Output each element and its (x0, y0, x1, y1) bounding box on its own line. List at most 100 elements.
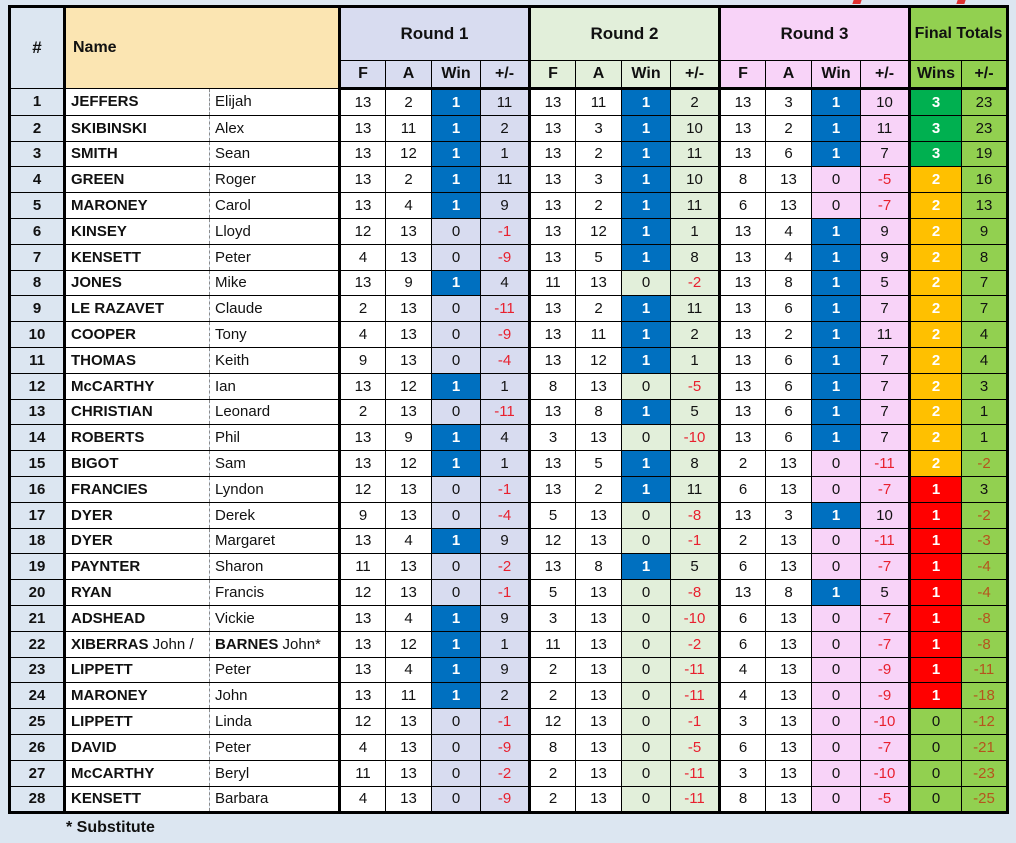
round1-win-cell[interactable]: 1 (431, 682, 481, 710)
round3-plusminus-cell[interactable]: 5 (860, 579, 910, 606)
round3-against-cell[interactable]: 3 (765, 88, 812, 116)
rank-cell[interactable]: 13 (9, 398, 65, 426)
round2-plusminus-cell[interactable]: 5 (670, 553, 720, 581)
final-plusminus-cell[interactable]: -23 (961, 759, 1008, 787)
round1-against-cell[interactable]: 13 (385, 243, 432, 271)
surname-cell[interactable]: SKIBINSKI (63, 114, 210, 142)
round1-plusminus-cell[interactable]: -1 (480, 708, 530, 735)
round1-win-cell[interactable]: 0 (431, 217, 481, 245)
firstname-cell[interactable]: Peter (209, 243, 340, 271)
round1-against-cell[interactable]: 11 (385, 114, 432, 142)
firstname-cell[interactable]: John (209, 682, 340, 710)
surname-cell[interactable]: COOPER (63, 321, 210, 348)
round2-for-cell[interactable]: 8 (528, 372, 576, 400)
round1-plusminus-cell[interactable]: 2 (480, 114, 530, 142)
round2-plusminus-cell[interactable]: -11 (670, 785, 720, 814)
final-wins-cell[interactable]: 3 (908, 140, 962, 168)
round3-for-cell[interactable]: 3 (718, 759, 766, 787)
rank-cell[interactable]: 9 (9, 295, 65, 323)
surname-cell[interactable]: RYAN (63, 579, 210, 606)
rank-cell[interactable]: 27 (9, 759, 65, 787)
final-wins-cell[interactable]: 2 (908, 424, 962, 452)
round1-for-cell[interactable]: 12 (338, 579, 386, 606)
rank-cell[interactable]: 8 (9, 269, 65, 297)
round2-for-cell[interactable]: 2 (528, 759, 576, 787)
rank-cell[interactable]: 23 (9, 656, 65, 684)
final-wins-cell[interactable]: 2 (908, 295, 962, 323)
round2-for-cell[interactable]: 13 (528, 243, 576, 271)
round3-against-cell[interactable]: 6 (765, 295, 812, 323)
round3-against-cell[interactable]: 3 (765, 501, 812, 529)
final-wins-cell[interactable]: 3 (908, 114, 962, 142)
header-round-1[interactable]: Round 1 (338, 6, 530, 61)
round1-for-cell[interactable]: 13 (338, 527, 386, 555)
round3-against-cell[interactable]: 6 (765, 372, 812, 400)
firstname-cell[interactable]: Derek (209, 501, 340, 529)
firstname-cell[interactable]: Carol (209, 192, 340, 219)
round3-plusminus-cell[interactable]: -7 (860, 192, 910, 219)
surname-cell[interactable]: DYER (63, 501, 210, 529)
header-r3-against[interactable]: A (765, 60, 812, 90)
rank-cell[interactable]: 17 (9, 501, 65, 529)
final-plusminus-cell[interactable]: -8 (961, 630, 1008, 658)
header-r1-win[interactable]: Win (431, 60, 481, 90)
round1-plusminus-cell[interactable]: -11 (480, 295, 530, 323)
round2-against-cell[interactable]: 2 (575, 475, 622, 503)
firstname-cell[interactable]: Linda (209, 708, 340, 735)
round2-plusminus-cell[interactable]: -1 (670, 527, 720, 555)
round3-win-cell[interactable]: 1 (811, 114, 861, 142)
round2-for-cell[interactable]: 13 (528, 553, 576, 581)
round2-against-cell[interactable]: 13 (575, 579, 622, 606)
round1-against-cell[interactable]: 13 (385, 579, 432, 606)
firstname-cell[interactable]: Keith (209, 346, 340, 374)
round2-for-cell[interactable]: 13 (528, 192, 576, 219)
round2-win-cell[interactable]: 1 (621, 321, 671, 348)
final-wins-cell[interactable]: 1 (908, 553, 962, 581)
round1-for-cell[interactable]: 12 (338, 217, 386, 245)
rank-cell[interactable]: 18 (9, 527, 65, 555)
rank-cell[interactable]: 12 (9, 372, 65, 400)
round1-plusminus-cell[interactable]: -1 (480, 579, 530, 606)
round2-win-cell[interactable]: 0 (621, 424, 671, 452)
round3-against-cell[interactable]: 6 (765, 346, 812, 374)
round1-win-cell[interactable]: 0 (431, 475, 481, 503)
round2-plusminus-cell[interactable]: 5 (670, 398, 720, 426)
round3-for-cell[interactable]: 6 (718, 604, 766, 632)
round2-win-cell[interactable]: 1 (621, 346, 671, 374)
round1-plusminus-cell[interactable]: -9 (480, 321, 530, 348)
round3-for-cell[interactable]: 6 (718, 553, 766, 581)
round2-against-cell[interactable]: 8 (575, 398, 622, 426)
round1-against-cell[interactable]: 4 (385, 656, 432, 684)
round1-for-cell[interactable]: 13 (338, 424, 386, 452)
round2-against-cell[interactable]: 13 (575, 604, 622, 632)
round3-against-cell[interactable]: 13 (765, 450, 812, 477)
round3-win-cell[interactable]: 1 (811, 346, 861, 374)
final-wins-cell[interactable]: 2 (908, 398, 962, 426)
round3-win-cell[interactable]: 0 (811, 166, 861, 194)
round3-plusminus-cell[interactable]: -10 (860, 759, 910, 787)
final-plusminus-cell[interactable]: 23 (961, 88, 1008, 116)
surname-cell[interactable]: ADSHEAD (63, 604, 210, 632)
final-plusminus-cell[interactable]: 13 (961, 192, 1008, 219)
round1-against-cell[interactable]: 12 (385, 372, 432, 400)
final-wins-cell[interactable]: 1 (908, 527, 962, 555)
round3-plusminus-cell[interactable]: -10 (860, 708, 910, 735)
round2-win-cell[interactable]: 0 (621, 630, 671, 658)
final-wins-cell[interactable]: 1 (908, 501, 962, 529)
round2-plusminus-cell[interactable]: -11 (670, 656, 720, 684)
round2-win-cell[interactable]: 1 (621, 140, 671, 168)
round1-for-cell[interactable]: 2 (338, 295, 386, 323)
header-r3-for[interactable]: F (718, 60, 766, 90)
round3-against-cell[interactable]: 13 (765, 553, 812, 581)
round2-for-cell[interactable]: 13 (528, 140, 576, 168)
round1-plusminus-cell[interactable]: 9 (480, 604, 530, 632)
round1-win-cell[interactable]: 0 (431, 579, 481, 606)
final-plusminus-cell[interactable]: 16 (961, 166, 1008, 194)
round2-for-cell[interactable]: 13 (528, 346, 576, 374)
firstname-cell[interactable]: Beryl (209, 759, 340, 787)
rank-cell[interactable]: 21 (9, 604, 65, 632)
round1-for-cell[interactable]: 4 (338, 733, 386, 761)
round1-plusminus-cell[interactable]: 9 (480, 527, 530, 555)
round2-plusminus-cell[interactable]: -10 (670, 424, 720, 452)
round3-win-cell[interactable]: 1 (811, 424, 861, 452)
